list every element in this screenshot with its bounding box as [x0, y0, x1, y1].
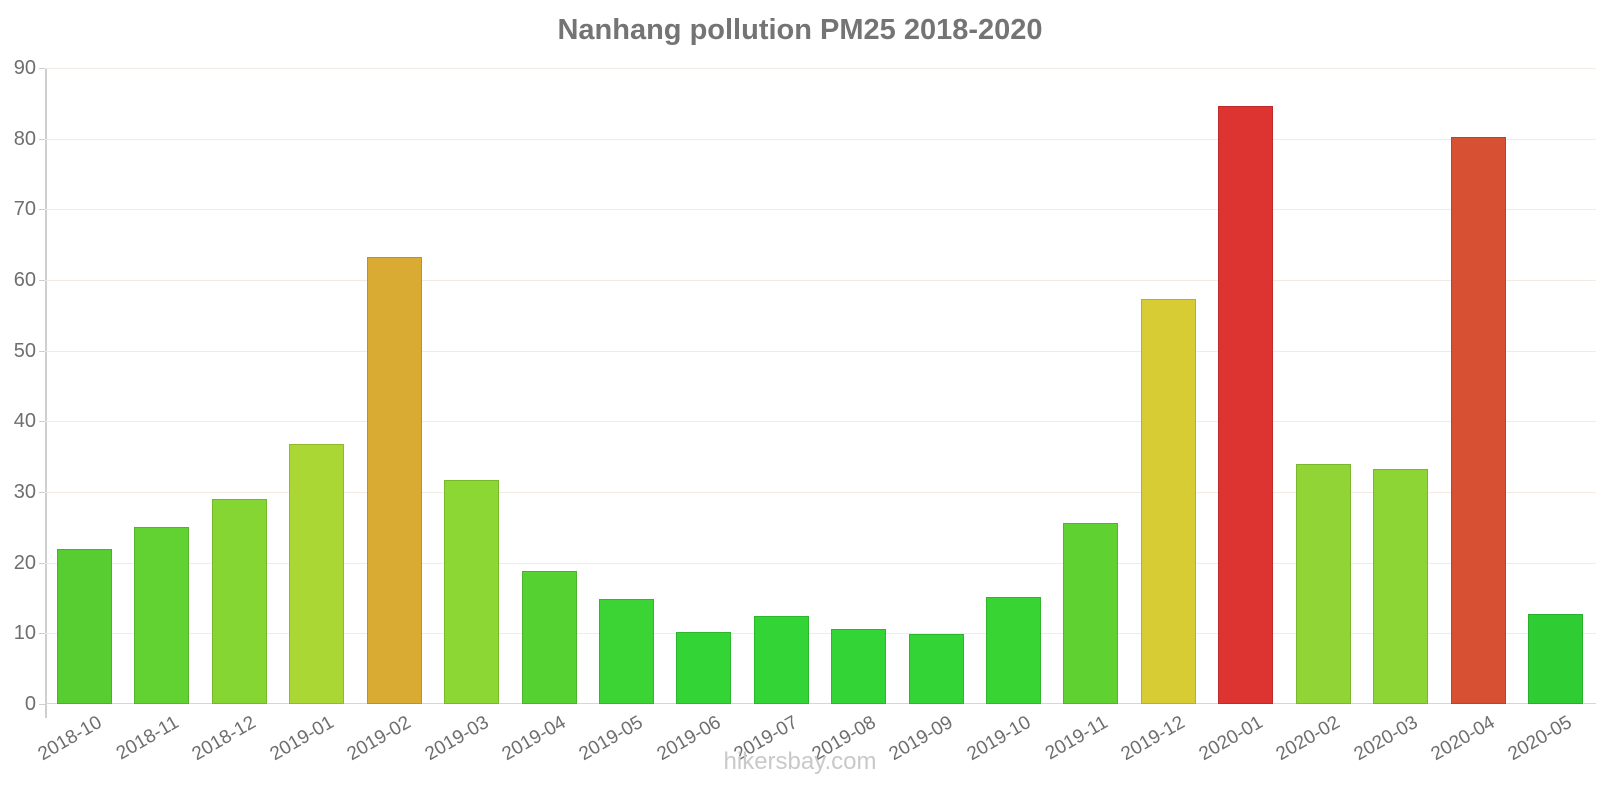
- y-tick-label: 30: [13, 481, 36, 503]
- bar-2019-10[interactable]: [986, 596, 1042, 704]
- bar-2020-02[interactable]: [1295, 464, 1351, 704]
- y-tick-label: 20: [13, 551, 36, 574]
- y-tick-label: 40: [13, 410, 36, 433]
- gridline: [45, 209, 1596, 211]
- bar-2019-01[interactable]: [289, 443, 345, 704]
- y-tick-label: 10: [13, 622, 36, 645]
- bar-2019-07[interactable]: [753, 616, 809, 704]
- watermark: hikersbay.com: [723, 748, 877, 775]
- gridline: [45, 68, 1596, 69]
- y-tick-label: 90: [13, 57, 36, 79]
- y-tick-label: 70: [13, 198, 36, 221]
- gridline: [45, 350, 1596, 352]
- bar-2018-11[interactable]: [134, 527, 190, 704]
- chart-title: Nanhang pollution PM25 2018-2020: [557, 14, 1043, 46]
- plot-area: [45, 68, 1596, 704]
- bar-2019-08[interactable]: [831, 629, 887, 704]
- bar-2019-04[interactable]: [521, 571, 577, 704]
- y-tick-label: 80: [13, 127, 36, 150]
- bar-2019-03[interactable]: [444, 480, 500, 704]
- x-axis-baseline: [45, 703, 1596, 704]
- bar-2018-10[interactable]: [57, 548, 112, 704]
- gridline: [45, 492, 1596, 493]
- y-tick-label: 60: [13, 269, 36, 291]
- y-tick-label: 50: [13, 339, 36, 362]
- gridline: [45, 138, 1596, 140]
- gridline: [45, 562, 1596, 564]
- bar-2019-09[interactable]: [908, 634, 964, 704]
- gridline: [45, 421, 1596, 423]
- bar-2019-05[interactable]: [598, 598, 654, 704]
- y-axis-line: [45, 68, 47, 718]
- gridline: [45, 280, 1596, 281]
- bar-2019-02[interactable]: [366, 257, 422, 704]
- bar-2019-06[interactable]: [676, 631, 732, 704]
- bar-2018-12[interactable]: [211, 499, 267, 704]
- y-tick-label: 0: [24, 693, 36, 715]
- bar-2020-04[interactable]: [1450, 137, 1506, 704]
- bar-2020-01[interactable]: [1218, 106, 1274, 704]
- gridline: [45, 633, 1596, 635]
- bar-2019-11[interactable]: [1063, 523, 1119, 704]
- bar-2020-03[interactable]: [1373, 469, 1429, 704]
- bar-2020-05[interactable]: [1527, 613, 1583, 704]
- bar-2019-12[interactable]: [1140, 299, 1196, 704]
